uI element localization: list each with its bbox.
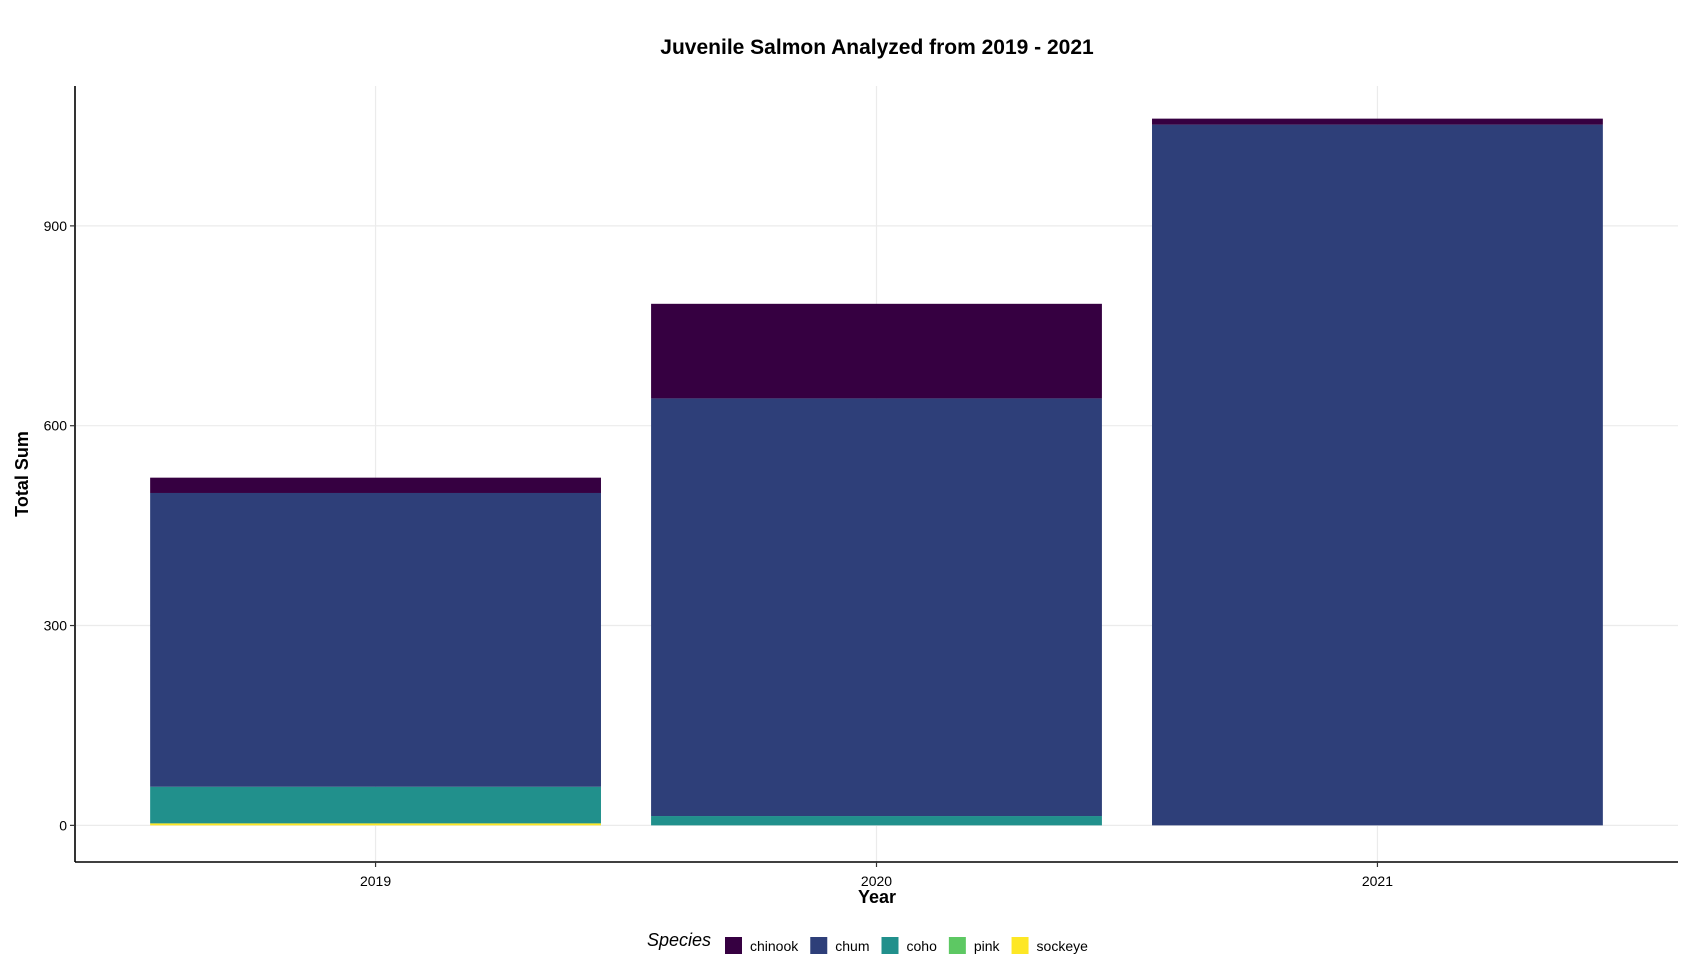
- bar-2020-chinook: [651, 303, 1102, 399]
- y-tick-label-3: 900: [44, 218, 68, 234]
- y-axis-title: Total Sum: [12, 431, 32, 517]
- y-tick-label-0: 0: [59, 817, 67, 833]
- chart-title: Juvenile Salmon Analyzed from 2019 - 202…: [660, 36, 1094, 59]
- axes: 0 300 600 900 2019 2020 2021: [44, 86, 1678, 889]
- bar-2019-chum: [150, 492, 601, 787]
- legend-key-coho: [881, 937, 899, 954]
- y-tick-label-1: 300: [44, 618, 68, 634]
- y-tick-label-2: 600: [44, 418, 68, 434]
- x-tick-label-2019: 2019: [360, 873, 391, 889]
- bar-2019-sockeye: [150, 823, 601, 826]
- bar-2020-coho: [651, 816, 1102, 826]
- bar-2021-chum: [1152, 124, 1603, 826]
- bar-2020-chum: [651, 398, 1102, 817]
- legend-label-pink: pink: [974, 938, 1001, 954]
- legend-title: Species: [647, 930, 711, 950]
- legend-label-sockeye: sockeye: [1037, 938, 1089, 954]
- bar-2019-coho: [150, 786, 601, 824]
- x-tick-label-2021: 2021: [1362, 873, 1393, 889]
- legend-label-coho: coho: [907, 938, 938, 954]
- legend-label-chum: chum: [835, 938, 869, 954]
- legend-key-pink: [948, 937, 966, 954]
- bar-2021-chinook: [1152, 118, 1603, 125]
- legend-label-chinook: chinook: [750, 938, 799, 954]
- legend-key-chinook: [725, 937, 742, 954]
- x-axis-title: Year: [858, 887, 896, 907]
- bar-segments: [150, 118, 1603, 826]
- x-tick-label-2020: 2020: [861, 873, 892, 889]
- bar-2019-chinook: [150, 477, 601, 493]
- legend: Species chinook chum coho pink sockeye: [647, 930, 1088, 954]
- legend-key-sockeye: [1011, 937, 1029, 954]
- legend-key-chum: [810, 937, 828, 954]
